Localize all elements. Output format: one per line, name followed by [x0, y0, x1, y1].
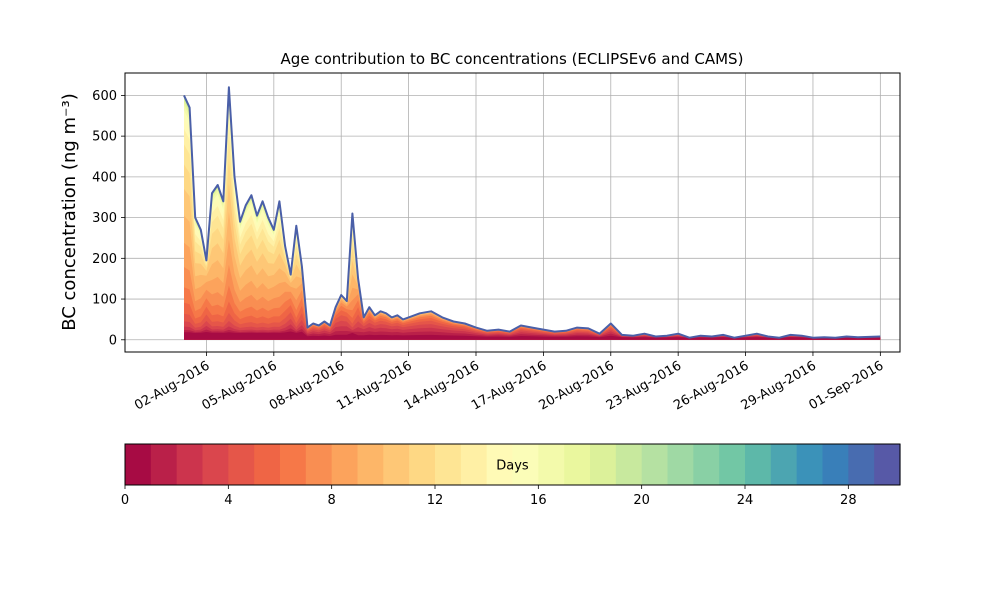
colorbar-segment — [796, 444, 824, 485]
colorbar-segment — [667, 444, 694, 485]
colorbar-tick-label: 24 — [737, 493, 754, 508]
colorbar-tick-label: 8 — [328, 493, 336, 508]
chart-title: Age contribution to BC concentrations (E… — [281, 50, 744, 68]
colorbar-tick-label: 4 — [224, 493, 232, 508]
y-axis-label: BC concentration (ng m⁻³) — [59, 93, 80, 331]
y-tick-label: 400 — [92, 170, 117, 185]
colorbar-segment — [409, 444, 436, 485]
colorbar-segment — [848, 444, 875, 485]
y-tick-label: 0 — [109, 333, 117, 348]
colorbar-segment — [202, 444, 229, 485]
gridlines — [125, 73, 900, 352]
colorbar-tick-label: 12 — [427, 493, 444, 508]
colorbar-tick-label: 16 — [530, 493, 547, 508]
y-tick-label: 300 — [92, 211, 117, 226]
colorbar-segment — [176, 444, 204, 485]
colorbar-tick-label: 20 — [633, 493, 650, 508]
y-tick-label: 200 — [92, 252, 117, 267]
colorbar-frame — [124, 443, 901, 486]
colorbar-segment — [719, 444, 746, 485]
colorbar-segment — [615, 444, 643, 485]
total-line-group — [183, 86, 881, 339]
colorbar: Days 0 4 8 12 16 20 24 28 — [121, 443, 901, 508]
colorbar-segment — [822, 444, 849, 485]
colorbar-segment — [460, 444, 488, 485]
colorbar-segment — [770, 444, 798, 485]
colorbar-segment — [641, 444, 669, 485]
y-tick-label: 500 — [92, 130, 117, 145]
colorbar-segment — [435, 444, 462, 485]
plot-frame — [124, 72, 901, 353]
colorbar-segment — [745, 444, 772, 485]
colorbar-segment — [564, 444, 591, 485]
colorbar-segment — [357, 444, 384, 485]
colorbar-label: Days — [496, 459, 529, 474]
colorbar-segment — [590, 444, 617, 485]
colorbar-segment — [228, 444, 255, 485]
y-tick-label: 100 — [92, 293, 117, 308]
colorbar-segment — [538, 444, 565, 485]
colorbar-segment — [693, 444, 720, 485]
colorbar-segment — [486, 444, 514, 485]
colorbar-segment — [254, 444, 281, 485]
y-axis: 0 100 200 300 400 500 600 — [92, 89, 125, 348]
colorbar-tick-label: 0 — [121, 493, 129, 508]
total-concentration-line — [183, 86, 881, 339]
colorbar-segment — [331, 444, 359, 485]
colorbar-segment — [150, 444, 178, 485]
colorbar-segment — [125, 444, 152, 485]
colorbar-segment — [874, 444, 901, 485]
y-tick-label: 600 — [92, 89, 117, 104]
colorbar-segment — [280, 444, 307, 485]
colorbar-segment — [383, 444, 410, 485]
colorbar-segment — [512, 444, 539, 485]
colorbar-segment — [305, 444, 333, 485]
colorbar-tick-label: 28 — [840, 493, 857, 508]
age-band-day-1 — [184, 331, 881, 340]
